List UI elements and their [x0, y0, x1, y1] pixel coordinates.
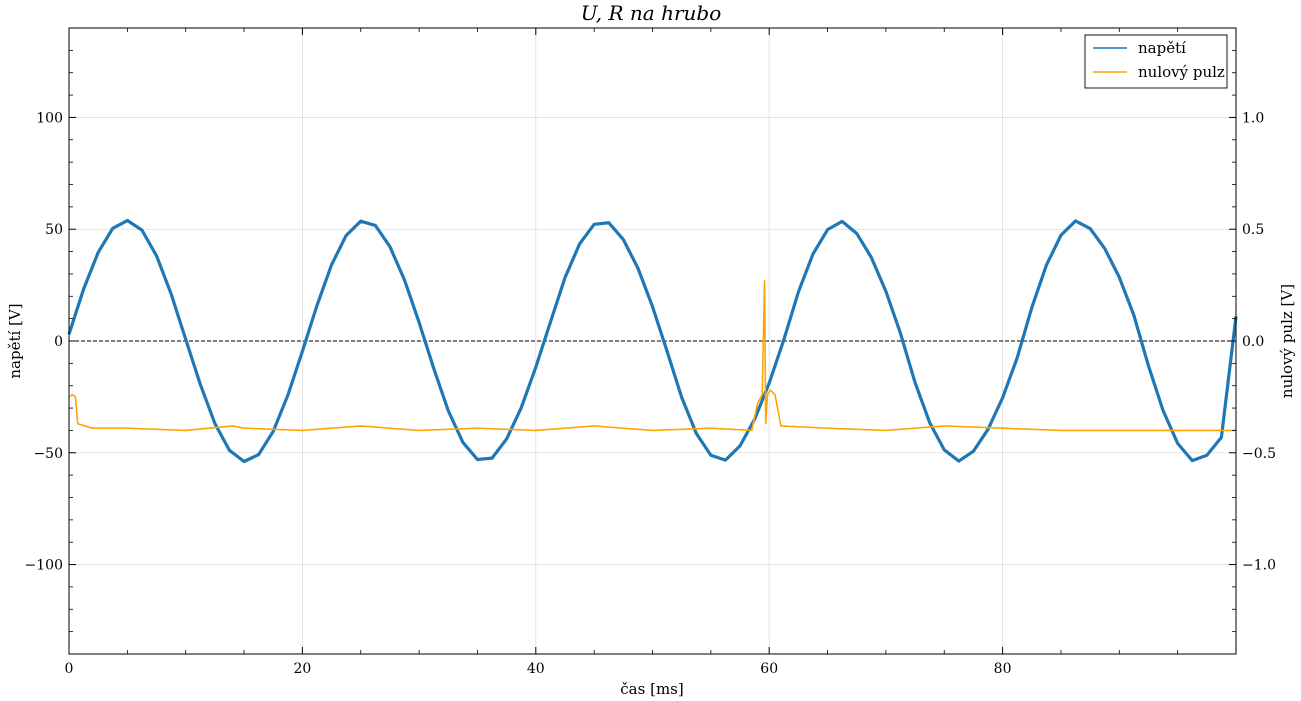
chart-title: U, R na hrubo — [581, 1, 721, 25]
series-line-nulovy-pulz — [68, 279, 1236, 432]
y-tick-label: 100 — [36, 110, 63, 126]
y-right-tick-label: −0.5 — [1242, 446, 1276, 462]
y-right-tick-label: 0.0 — [1242, 334, 1264, 350]
series-line-napeti — [67, 218, 1238, 464]
legend-box — [1084, 34, 1228, 89]
x-axis-label: čas [ms] — [620, 680, 683, 698]
y-right-tick-label: −1.0 — [1242, 558, 1276, 574]
x-tick-label: 0 — [65, 661, 74, 677]
legend: napětí nulový pulz — [1084, 34, 1228, 89]
legend-label-napeti: napětí — [1138, 39, 1186, 57]
y-tick-label: −50 — [33, 446, 63, 462]
axes: 0 20 40 60 80 −100 −50 0 50 100 −1.0 −0.5 0.0 0.5 1.0 — [25, 27, 1276, 677]
plot-area — [67, 218, 1238, 464]
legend-label-nulovy-pulz: nulový pulz — [1138, 63, 1225, 81]
x-tick-label: 80 — [994, 661, 1012, 677]
x-tick-label: 40 — [527, 661, 545, 677]
y-right-tick-label: 0.5 — [1242, 222, 1264, 238]
y-axis-label: napětí [V] — [6, 303, 24, 378]
x-tick-label: 20 — [293, 661, 311, 677]
y-right-axis-label: nulový pulz [V] — [1278, 284, 1296, 398]
y-tick-label: −100 — [25, 558, 63, 574]
y-right-tick-label: 1.0 — [1242, 110, 1264, 126]
y-tick-label: 0 — [54, 334, 63, 350]
y-tick-label: 50 — [45, 222, 63, 238]
x-tick-label: 60 — [760, 661, 778, 677]
